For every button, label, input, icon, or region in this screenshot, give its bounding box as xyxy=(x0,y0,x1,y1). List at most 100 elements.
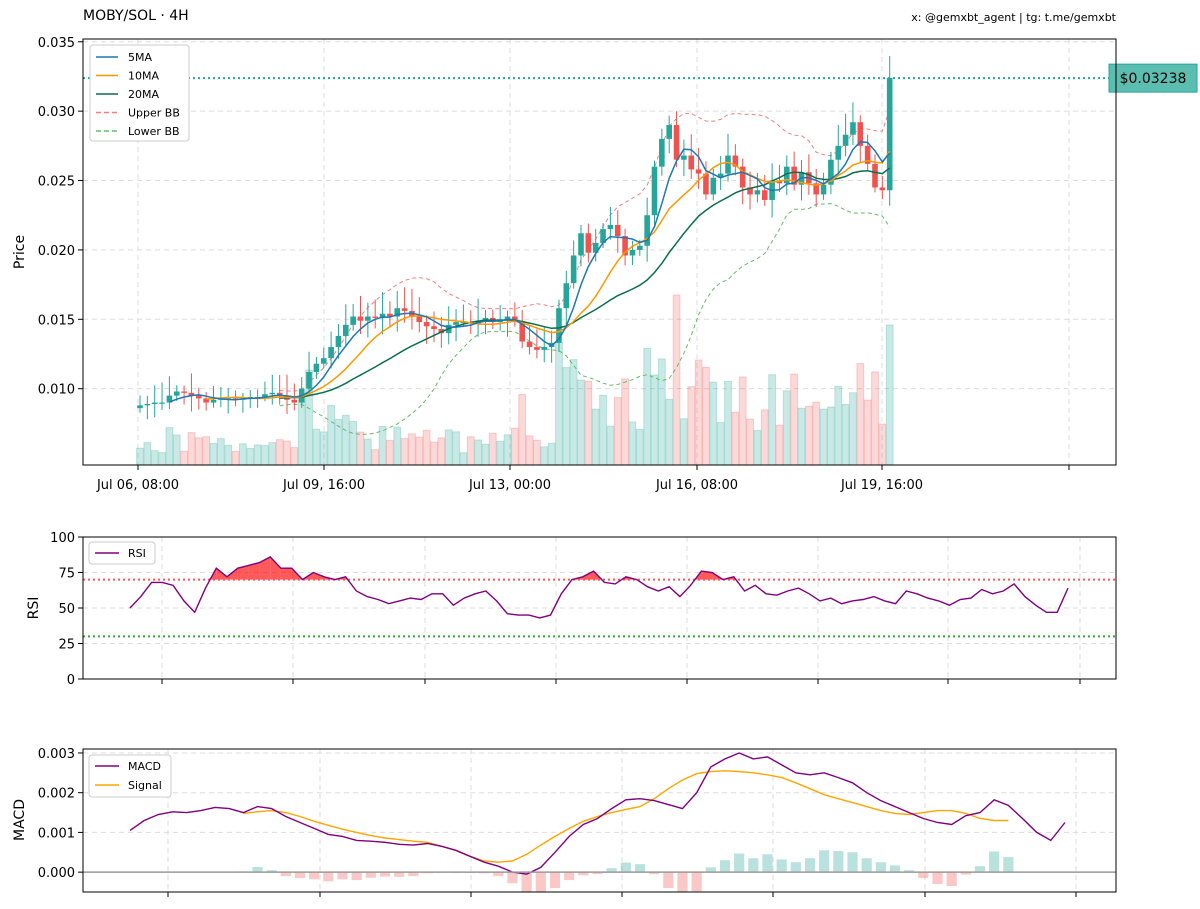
macd-histogram-bar xyxy=(960,872,971,875)
signal-line xyxy=(243,770,1009,863)
macd-histogram-bar xyxy=(309,872,320,880)
volume-bar xyxy=(393,426,402,465)
candle-body xyxy=(306,372,312,389)
volume-bar xyxy=(657,358,666,465)
candle-body xyxy=(357,316,364,321)
credit-text: x: @gemxbt_agent | tg: t.me/gemxbt xyxy=(911,11,1116,24)
rsi-ytick-label: 0 xyxy=(67,673,75,688)
macd-histogram-bar xyxy=(974,866,986,873)
candle-body xyxy=(629,249,636,256)
volume-bar xyxy=(216,438,225,465)
volume-bar xyxy=(459,452,468,465)
volume-bar xyxy=(775,424,784,465)
rsi-overbought-fill xyxy=(248,562,260,580)
macd-histogram-bar xyxy=(408,872,419,877)
macd-histogram-bar xyxy=(592,872,603,875)
signal-legend-label: Signal xyxy=(128,779,162,792)
macd-frame xyxy=(82,748,1117,893)
candle-body xyxy=(666,125,672,139)
candle-body xyxy=(886,77,893,191)
volume-bar xyxy=(533,439,541,465)
volume-bar xyxy=(672,294,681,465)
macd-histogram-bar xyxy=(507,872,518,884)
volume-bar xyxy=(488,432,497,465)
rsi-ytick-label: 50 xyxy=(58,602,75,617)
volume-bar xyxy=(628,421,637,465)
rsi-overbought-fill xyxy=(237,565,249,580)
macd-histogram-bar xyxy=(663,872,674,889)
volume-bar xyxy=(312,428,321,465)
macd-line xyxy=(129,752,1066,875)
volume-bar xyxy=(665,398,674,465)
candle-body xyxy=(335,335,342,348)
price-legend-box xyxy=(89,44,190,142)
macd-legend-label: MACD xyxy=(128,760,161,773)
upper-bb-line xyxy=(279,109,891,392)
candle-body xyxy=(798,172,805,185)
volume-bar xyxy=(547,442,556,465)
rsi-ytick-label: 75 xyxy=(58,567,75,582)
macd-histogram-bar xyxy=(337,872,348,880)
volume-bar xyxy=(555,341,563,465)
volume-bar xyxy=(856,363,865,465)
volume-bar xyxy=(452,431,460,465)
volume-bar xyxy=(202,436,211,465)
macd-axis-label: MACD xyxy=(12,799,28,841)
volume-bar xyxy=(562,367,571,465)
macd-histogram-bar xyxy=(620,862,631,873)
volume-bar xyxy=(540,446,549,465)
macd-histogram-bar xyxy=(266,870,277,873)
candle-body xyxy=(276,392,283,396)
candle-body xyxy=(747,187,753,195)
candle-body xyxy=(460,322,467,324)
macd-histogram-bar xyxy=(564,872,575,881)
volume-bar xyxy=(849,392,857,465)
rsi-line xyxy=(129,556,1069,619)
candle-body xyxy=(614,224,621,237)
candle-body xyxy=(431,326,437,330)
candle-body xyxy=(482,317,489,321)
volume-bar xyxy=(804,405,813,465)
price-xtick-label: Jul 16, 08:00 xyxy=(655,478,738,493)
price-xtick-label: Jul 06, 08:00 xyxy=(96,478,179,493)
candle-body xyxy=(857,122,864,146)
candle-body xyxy=(350,316,356,325)
volume-bar xyxy=(253,444,262,465)
volume-bar xyxy=(724,380,732,465)
volume-bar xyxy=(709,381,718,465)
candle-body xyxy=(739,166,746,188)
candle-body xyxy=(828,159,834,185)
volume-bar xyxy=(797,407,806,465)
volume-bar xyxy=(430,441,438,465)
ma10-line xyxy=(206,150,891,400)
volume-bar xyxy=(319,431,328,465)
candle-body xyxy=(879,187,886,191)
macd-histogram-bar xyxy=(294,872,306,879)
volume-bar xyxy=(268,442,277,465)
volume-bar xyxy=(408,433,416,465)
volume-bar xyxy=(738,376,747,465)
volume-bar xyxy=(827,406,835,465)
candle-body xyxy=(820,184,827,195)
macd-ytick-label: 0.000 xyxy=(38,866,75,881)
volume-bar xyxy=(275,439,284,465)
candle-body xyxy=(188,392,195,396)
rsi-frame xyxy=(82,536,1117,680)
macd-histogram-bar xyxy=(549,872,561,889)
volume-bar xyxy=(194,437,203,465)
price-axis-label: Price xyxy=(12,235,28,269)
volume-bar xyxy=(731,411,740,465)
candle-body xyxy=(717,173,724,178)
candle-body xyxy=(372,316,378,318)
candle-body xyxy=(387,313,393,317)
macd-histogram-bar xyxy=(790,862,801,873)
candle-body xyxy=(659,138,665,167)
macd-histogram-bar xyxy=(323,872,334,882)
volume-bar xyxy=(694,359,703,465)
candle-body xyxy=(578,233,584,256)
candle-body xyxy=(695,169,702,174)
candle-body xyxy=(453,322,459,325)
macd-histogram-bar xyxy=(833,851,844,873)
volume-bar xyxy=(187,432,196,465)
macd-histogram-bar xyxy=(776,859,787,873)
